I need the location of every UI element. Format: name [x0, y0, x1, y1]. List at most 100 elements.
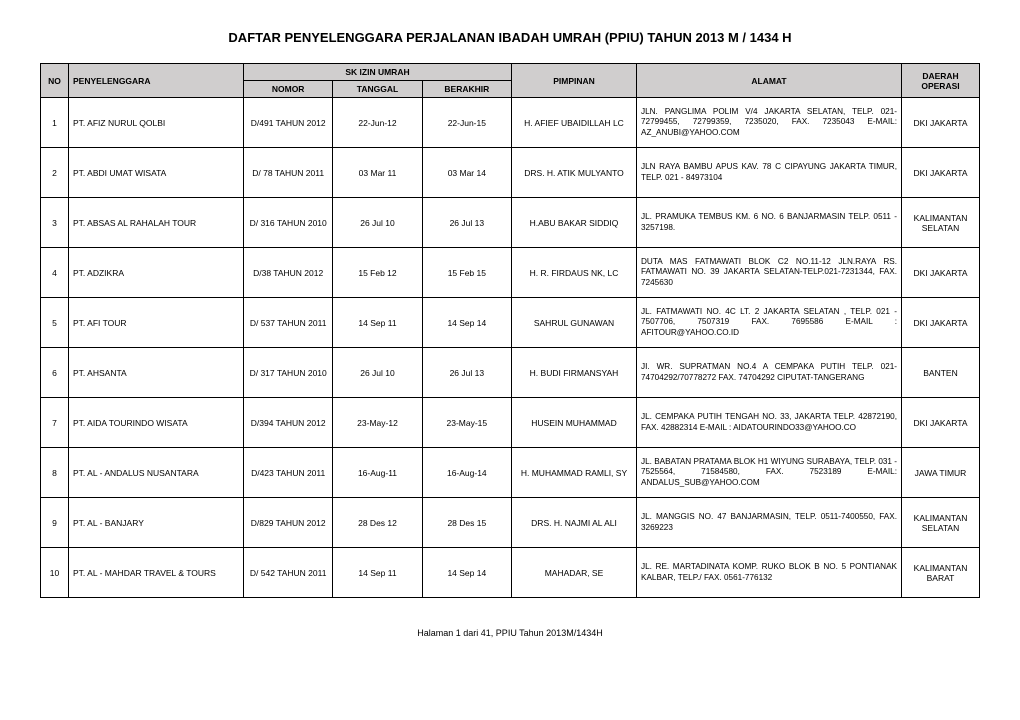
page-title: DAFTAR PENYELENGGARA PERJALANAN IBADAH U…: [40, 30, 980, 45]
cell-alamat: JL. MANGGIS NO. 47 BANJARMASIN, TELP. 05…: [637, 498, 902, 548]
table-row: 1PT. AFIZ NURUL QOLBID/491 TAHUN 2012 22-…: [41, 98, 980, 148]
cell-tanggal: 15 Feb 12: [333, 248, 422, 298]
cell-no: 3: [41, 198, 69, 248]
header-nomor: NOMOR: [244, 81, 333, 98]
cell-no: 10: [41, 548, 69, 598]
cell-berakhir: 03 Mar 14: [422, 148, 511, 198]
cell-tanggal: 28 Des 12: [333, 498, 422, 548]
cell-alamat: DUTA MAS FATMAWATI BLOK C2 NO.11-12 JLN.…: [637, 248, 902, 298]
cell-no: 6: [41, 348, 69, 398]
table-row: 2PT. ABDI UMAT WISATAD/ 78 TAHUN 201103 …: [41, 148, 980, 198]
cell-berakhir: 22-Jun-15: [422, 98, 511, 148]
cell-alamat: JL. PRAMUKA TEMBUS KM. 6 NO. 6 BANJARMAS…: [637, 198, 902, 248]
cell-alamat: JL. FATMAWATI NO. 4C LT. 2 JAKARTA SELAT…: [637, 298, 902, 348]
cell-pimpinan: MAHADAR, SE: [512, 548, 637, 598]
cell-alamat: JL. BABATAN PRATAMA BLOK H1 WIYUNG SURAB…: [637, 448, 902, 498]
header-sk-group: SK IZIN UMRAH: [244, 64, 512, 81]
cell-tanggal: 26 Jul 10: [333, 348, 422, 398]
cell-pimpinan: H. MUHAMMAD RAMLI, SY: [512, 448, 637, 498]
table-row: 8PT. AL - ANDALUS NUSANTARAD/423 TAHUN 2…: [41, 448, 980, 498]
header-daerah: DAERAH OPERASI: [902, 64, 980, 98]
cell-pimpinan: H.ABU BAKAR SIDDIQ: [512, 198, 637, 248]
cell-daerah: DKI JAKARTA: [902, 298, 980, 348]
cell-no: 7: [41, 398, 69, 448]
cell-no: 4: [41, 248, 69, 298]
cell-tanggal: 16-Aug-11: [333, 448, 422, 498]
header-penyelenggara: PENYELENGGARA: [69, 64, 244, 98]
cell-pimpinan: H. AFIEF UBAIDILLAH LC: [512, 98, 637, 148]
header-pimpinan: PIMPINAN: [512, 64, 637, 98]
cell-tanggal: 03 Mar 11: [333, 148, 422, 198]
cell-alamat: JLN. PANGLIMA POLIM V/4 JAKARTA SELATAN,…: [637, 98, 902, 148]
cell-no: 2: [41, 148, 69, 198]
header-no: NO: [41, 64, 69, 98]
header-tanggal: TANGGAL: [333, 81, 422, 98]
cell-nomor: D/ 542 TAHUN 2011: [244, 548, 333, 598]
table-row: 7PT. AIDA TOURINDO WISATAD/394 TAHUN 201…: [41, 398, 980, 448]
cell-berakhir: 14 Sep 14: [422, 548, 511, 598]
cell-tanggal: 14 Sep 11: [333, 548, 422, 598]
cell-nomor: D/ 316 TAHUN 2010: [244, 198, 333, 248]
cell-penyelenggara: PT. AL - MAHDAR TRAVEL & TOURS: [69, 548, 244, 598]
header-berakhir: BERAKHIR: [422, 81, 511, 98]
table-body: 1PT. AFIZ NURUL QOLBID/491 TAHUN 2012 22-…: [41, 98, 980, 598]
cell-nomor: D/829 TAHUN 2012: [244, 498, 333, 548]
cell-daerah: DKI JAKARTA: [902, 98, 980, 148]
cell-nomor: D/ 78 TAHUN 2011: [244, 148, 333, 198]
cell-berakhir: 26 Jul 13: [422, 348, 511, 398]
cell-berakhir: 16-Aug-14: [422, 448, 511, 498]
cell-berakhir: 28 Des 15: [422, 498, 511, 548]
cell-pimpinan: H. BUDI FIRMANSYAH: [512, 348, 637, 398]
cell-pimpinan: HUSEIN MUHAMMAD: [512, 398, 637, 448]
cell-no: 1: [41, 98, 69, 148]
cell-nomor: D/ 537 TAHUN 2011: [244, 298, 333, 348]
cell-alamat: JL. CEMPAKA PUTIH TENGAH NO. 33, JAKARTA…: [637, 398, 902, 448]
cell-nomor: D/ 317 TAHUN 2010: [244, 348, 333, 398]
cell-tanggal: 26 Jul 10: [333, 198, 422, 248]
cell-berakhir: 15 Feb 15: [422, 248, 511, 298]
cell-penyelenggara: PT. AIDA TOURINDO WISATA: [69, 398, 244, 448]
cell-daerah: DKI JAKARTA: [902, 248, 980, 298]
cell-penyelenggara: PT. AHSANTA: [69, 348, 244, 398]
cell-pimpinan: SAHRUL GUNAWAN: [512, 298, 637, 348]
cell-alamat: JI. WR. SUPRATMAN NO.4 A CEMPAKA PUTIH T…: [637, 348, 902, 398]
table-row: 3PT. ABSAS AL RAHALAH TOURD/ 316 TAHUN 2…: [41, 198, 980, 248]
cell-pimpinan: H. R. FIRDAUS NK, LC: [512, 248, 637, 298]
cell-penyelenggara: PT. ABSAS AL RAHALAH TOUR: [69, 198, 244, 248]
cell-penyelenggara: PT. AFIZ NURUL QOLBI: [69, 98, 244, 148]
cell-penyelenggara: PT. ADZIKRA: [69, 248, 244, 298]
cell-penyelenggara: PT. ABDI UMAT WISATA: [69, 148, 244, 198]
cell-no: 9: [41, 498, 69, 548]
cell-berakhir: 23-May-15: [422, 398, 511, 448]
page-footer: Halaman 1 dari 41, PPIU Tahun 2013M/1434…: [40, 628, 980, 638]
cell-nomor: D/38 TAHUN 2012: [244, 248, 333, 298]
cell-berakhir: 26 Jul 13: [422, 198, 511, 248]
cell-daerah: KALIMANTAN SELATAN: [902, 498, 980, 548]
cell-tanggal: 23-May-12: [333, 398, 422, 448]
table-row: 9PT. AL - BANJARYD/829 TAHUN 201228 Des …: [41, 498, 980, 548]
cell-nomor: D/394 TAHUN 2012: [244, 398, 333, 448]
table-row: 5PT. AFI TOURD/ 537 TAHUN 201114 Sep 111…: [41, 298, 980, 348]
ppiu-table: NO PENYELENGGARA SK IZIN UMRAH PIMPINAN …: [40, 63, 980, 598]
cell-penyelenggara: PT. AL - ANDALUS NUSANTARA: [69, 448, 244, 498]
cell-daerah: JAWA TIMUR: [902, 448, 980, 498]
cell-penyelenggara: PT. AFI TOUR: [69, 298, 244, 348]
cell-daerah: KALIMANTAN SELATAN: [902, 198, 980, 248]
cell-tanggal: 14 Sep 11: [333, 298, 422, 348]
table-row: 6PT. AHSANTAD/ 317 TAHUN 201026 Jul 1026…: [41, 348, 980, 398]
cell-alamat: JLN RAYA BAMBU APUS KAV. 78 C CIPAYUNG J…: [637, 148, 902, 198]
table-row: 4PT. ADZIKRAD/38 TAHUN 201215 Feb 1215 F…: [41, 248, 980, 298]
cell-berakhir: 14 Sep 14: [422, 298, 511, 348]
cell-daerah: KALIMANTAN BARAT: [902, 548, 980, 598]
cell-pimpinan: DRS. H. ATIK MULYANTO: [512, 148, 637, 198]
table-row: 10PT. AL - MAHDAR TRAVEL & TOURSD/ 542 T…: [41, 548, 980, 598]
cell-nomor: D/491 TAHUN 2012: [244, 98, 333, 148]
cell-daerah: DKI JAKARTA: [902, 148, 980, 198]
cell-no: 8: [41, 448, 69, 498]
header-alamat: ALAMAT: [637, 64, 902, 98]
cell-alamat: JL. RE. MARTADINATA KOMP. RUKO BLOK B NO…: [637, 548, 902, 598]
cell-penyelenggara: PT. AL - BANJARY: [69, 498, 244, 548]
cell-pimpinan: DRS. H. NAJMI AL ALI: [512, 498, 637, 548]
table-header: NO PENYELENGGARA SK IZIN UMRAH PIMPINAN …: [41, 64, 980, 98]
cell-daerah: DKI JAKARTA: [902, 398, 980, 448]
